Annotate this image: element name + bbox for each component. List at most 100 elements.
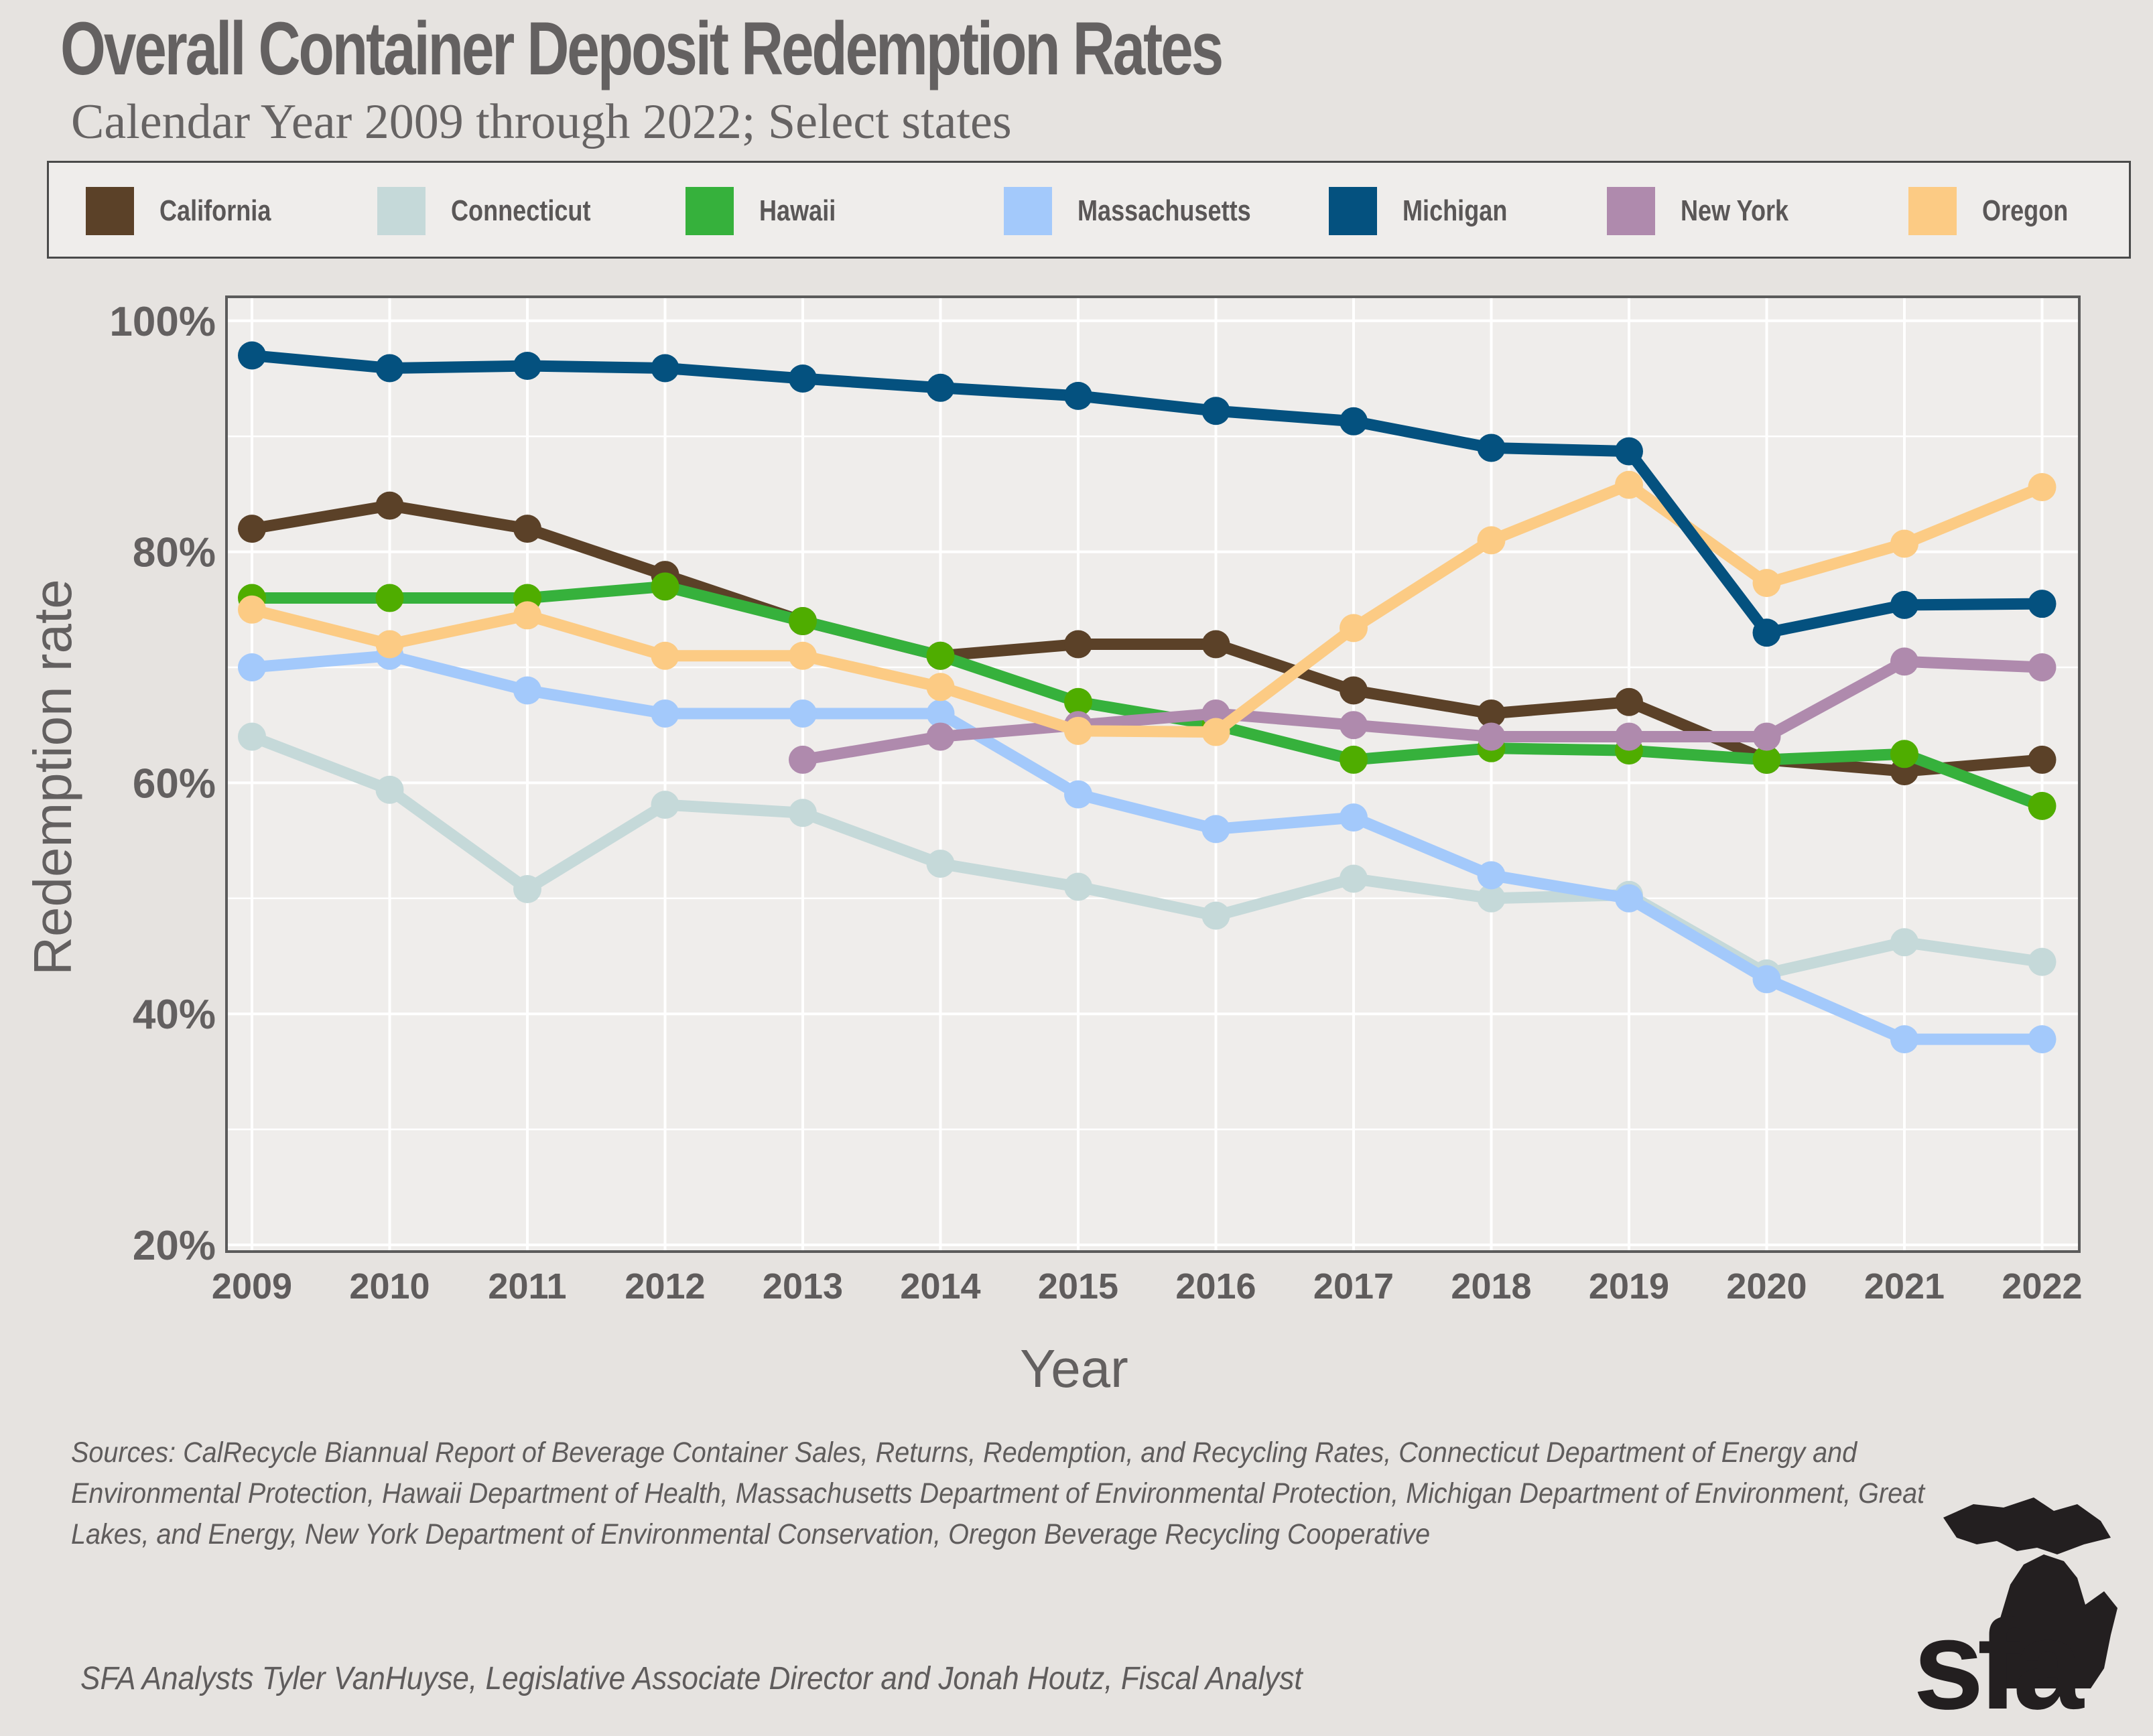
series-line-california <box>246 500 2048 777</box>
data-point-hawaii <box>1752 745 1781 774</box>
legend-swatch <box>86 187 134 235</box>
legend-item-hawaii: Hawaii <box>686 187 852 235</box>
y-tick-label: 60% <box>133 760 216 807</box>
data-point-hawaii <box>375 584 404 612</box>
data-point-new-york <box>1615 722 1643 751</box>
data-point-connecticut <box>1890 928 1918 957</box>
x-tick-label: 2018 <box>1451 1266 1531 1307</box>
data-point-michigan <box>1340 407 1368 436</box>
legend-label: Massachusetts <box>1078 194 1251 227</box>
data-point-massachusetts <box>238 653 266 681</box>
data-point-oregon <box>1752 569 1781 598</box>
line-chart: 20% 40% 60% 80% 100% 2009 2010 2011 2012 2013 2014… <box>23 295 2083 1398</box>
data-point-oregon <box>651 641 679 670</box>
legend-item-connecticut: Connecticut <box>377 187 621 235</box>
data-point-massachusetts <box>1201 815 1230 844</box>
data-point-connecticut <box>375 775 404 804</box>
data-point-california <box>1615 687 1643 716</box>
data-point-new-york <box>926 722 955 751</box>
data-point-oregon <box>2028 473 2057 502</box>
michigan-map-icon <box>1943 1497 2117 1688</box>
legend-item-california: California <box>86 187 296 235</box>
data-point-massachusetts <box>926 699 955 728</box>
x-axis-title: Year <box>1020 1339 1128 1398</box>
legend-item-michigan: Michigan <box>1329 187 1530 235</box>
data-point-massachusetts <box>1752 965 1781 994</box>
data-point-california <box>1201 630 1230 659</box>
data-point-california <box>1064 630 1092 659</box>
data-point-massachusetts <box>1064 780 1092 809</box>
data-point-oregon <box>1477 526 1506 555</box>
data-point-massachusetts <box>2028 1025 2057 1054</box>
data-point-california <box>238 515 266 543</box>
data-point-hawaii <box>651 572 679 601</box>
data-point-oregon <box>1340 614 1368 643</box>
series-line-new-york <box>797 655 2048 766</box>
data-point-michigan <box>651 354 679 383</box>
legend-label: California <box>159 194 271 227</box>
chart-title: Overall Container Deposit Redemption Rat… <box>60 7 1224 90</box>
legend-swatch <box>1607 187 1655 235</box>
data-point-connecticut <box>1477 884 1506 913</box>
x-tick-label: 2017 <box>1313 1266 1394 1307</box>
legend-label: Oregon <box>1982 194 2069 227</box>
data-point-michigan <box>1064 381 1092 410</box>
x-tick-label: 2009 <box>212 1266 292 1307</box>
plot-area <box>226 297 2079 1252</box>
data-point-hawaii <box>2028 791 2057 820</box>
data-point-hawaii <box>926 641 955 670</box>
data-point-michigan <box>789 364 817 393</box>
legend-swatch <box>1329 187 1377 235</box>
data-point-new-york <box>2028 653 2057 681</box>
legend-swatch <box>377 187 426 235</box>
series-line-michigan <box>246 350 2048 639</box>
data-point-michigan <box>2028 590 2057 618</box>
data-point-new-york <box>1890 647 1918 676</box>
data-point-connecticut <box>2028 947 2057 976</box>
data-point-oregon <box>1201 718 1230 746</box>
x-tick-label: 2016 <box>1175 1266 1256 1307</box>
data-point-california <box>375 491 404 520</box>
data-point-oregon <box>789 641 817 670</box>
legend: California Connecticut Hawaii Massachusetts… <box>47 161 2131 259</box>
data-point-california <box>2028 745 2057 774</box>
data-point-oregon <box>1064 716 1092 745</box>
data-point-michigan <box>1890 590 1918 619</box>
y-tick-label: 80% <box>133 530 216 576</box>
legend-item-massachusetts: Massachusetts <box>1004 187 1289 235</box>
legend-label: New York <box>1681 194 1789 227</box>
legend-label: Hawaii <box>759 194 836 227</box>
legend-label: Michigan <box>1402 194 1508 227</box>
data-point-connecticut <box>789 799 817 827</box>
data-point-oregon <box>375 630 404 659</box>
data-point-connecticut <box>513 875 541 904</box>
data-point-michigan <box>375 354 404 383</box>
x-tick-label: 2015 <box>1038 1266 1118 1307</box>
data-point-new-york <box>1477 722 1506 751</box>
legend-swatch <box>1004 187 1052 235</box>
legend-swatch <box>686 187 734 235</box>
data-point-michigan <box>1477 433 1506 462</box>
data-point-massachusetts <box>513 676 541 705</box>
y-tick-label: 100% <box>109 299 216 345</box>
y-axis-title: Redemption rate <box>23 579 82 975</box>
data-point-new-york <box>1340 711 1368 740</box>
plot-frame <box>225 295 2081 1253</box>
y-tick-label: 20% <box>133 1223 216 1269</box>
legend-swatch <box>1908 187 1957 235</box>
data-point-hawaii <box>1890 740 1918 769</box>
data-point-oregon <box>1890 529 1918 558</box>
data-point-connecticut <box>926 850 955 878</box>
x-tick-label: 2021 <box>1864 1266 1945 1307</box>
series-line-massachusetts <box>246 650 2048 1045</box>
data-point-massachusetts <box>1477 861 1506 890</box>
y-tick-label: 40% <box>133 992 216 1038</box>
data-point-connecticut <box>1340 864 1368 893</box>
data-point-hawaii <box>789 607 817 636</box>
legend-item-new-york: New York <box>1607 187 1812 235</box>
data-point-hawaii <box>1064 687 1092 716</box>
x-tick-label: 2019 <box>1589 1266 1669 1307</box>
data-point-michigan <box>1201 397 1230 425</box>
sources-note: Sources: CalRecycle Biannual Report of B… <box>71 1437 1925 1550</box>
analyst-credits: SFA Analysts Tyler VanHuyse, Legislative… <box>80 1661 1303 1696</box>
